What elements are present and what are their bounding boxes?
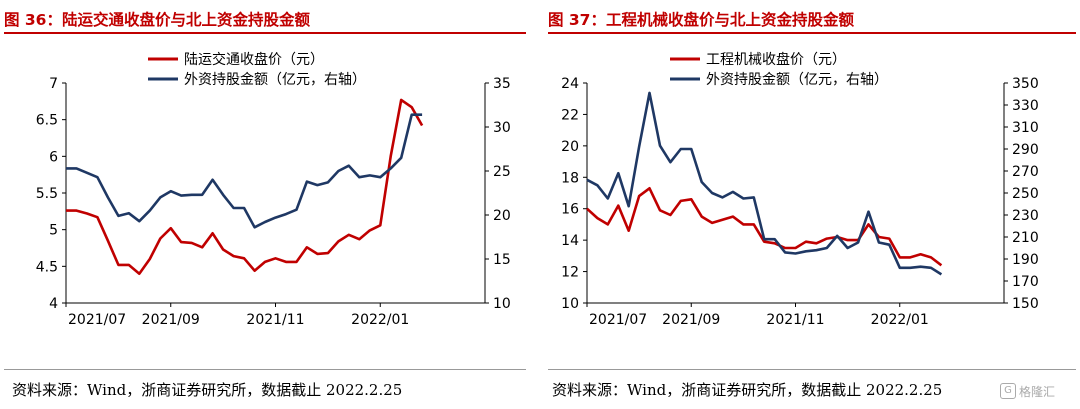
- chart-left: 4 4.5 5 5.5 6 6.5 7 10 15 20 25 30 35 2021/07 2021/09 2…: [36, 51, 511, 328]
- left-tick-label: 7: [49, 76, 58, 92]
- x-tick-label: 2021/07: [68, 312, 126, 328]
- holding-series-line: [66, 113, 423, 229]
- footer-rule-right: [548, 369, 1076, 370]
- watermark: G 格隆汇: [1000, 380, 1078, 402]
- price-series-line: [586, 187, 943, 267]
- right-tick-label: 230: [1012, 208, 1039, 224]
- legend-label: 外资持股金额（亿元，右轴）: [706, 72, 888, 88]
- right-tick-label: 290: [1012, 142, 1039, 158]
- left-tick-label: 5.5: [36, 186, 58, 202]
- left-tick-label: 6.5: [36, 113, 58, 129]
- x-tick-label: 2022/01: [351, 312, 409, 328]
- watermark-logo-icon: G: [1000, 383, 1016, 399]
- price-series-line: [66, 98, 424, 275]
- right-tick-label: 170: [1012, 274, 1039, 290]
- x-tick-label: 2021/07: [589, 312, 647, 328]
- right-tick-label: 210: [1012, 230, 1039, 246]
- x-tick-label: 2021/09: [142, 312, 200, 328]
- holding-series-line: [586, 91, 943, 276]
- right-tick-label: 250: [1012, 186, 1039, 202]
- legend-label: 陆运交通收盘价（元）: [184, 51, 324, 68]
- title-rule-left: [4, 32, 526, 34]
- right-tick-label: 35: [493, 76, 511, 92]
- footer-rule-left: [4, 369, 526, 370]
- left-tick-label: 4.5: [36, 259, 58, 275]
- left-tick-label: 4: [49, 296, 58, 312]
- right-tick-label: 330: [1012, 98, 1039, 114]
- left-tick-label: 14: [561, 233, 579, 249]
- watermark-text: 格隆汇: [1019, 384, 1056, 399]
- source-note-right: 资料来源：Wind，浙商证券研究所，数据截止 2022.2.25: [552, 381, 943, 399]
- right-tick-label: 15: [493, 252, 511, 268]
- right-tick-label: 350: [1012, 76, 1039, 92]
- chart-title-left: 图 36：陆运交通收盘价与北上资金持股金额: [4, 11, 310, 29]
- source-note-left: 资料来源：Wind，浙商证券研究所，数据截止 2022.2.25: [12, 381, 403, 399]
- right-tick-label: 270: [1012, 164, 1039, 180]
- left-tick-label: 18: [561, 170, 579, 186]
- legend-label: 工程机械收盘价（元）: [706, 51, 846, 68]
- legend-label: 外资持股金额（亿元，右轴）: [184, 72, 366, 88]
- x-tick-label: 2022/01: [871, 312, 929, 328]
- left-tick-label: 6: [49, 149, 58, 165]
- left-tick-label: 12: [561, 265, 579, 281]
- left-tick-label: 16: [561, 202, 579, 218]
- x-tick-label: 2021/09: [662, 312, 720, 328]
- left-tick-label: 24: [561, 76, 579, 92]
- left-tick-label: 10: [561, 296, 579, 312]
- right-tick-label: 10: [493, 296, 511, 312]
- x-tick-label: 2021/11: [766, 312, 824, 328]
- right-tick-label: 190: [1012, 252, 1039, 268]
- left-tick-label: 22: [561, 107, 579, 123]
- title-rule-right: [548, 32, 1076, 34]
- left-tick-label: 20: [561, 139, 579, 155]
- left-tick-label: 5: [49, 223, 58, 239]
- right-tick-label: 310: [1012, 120, 1039, 136]
- x-tick-label: 2021/11: [246, 312, 304, 328]
- right-tick-label: 150: [1012, 296, 1039, 312]
- right-tick-label: 30: [493, 120, 511, 136]
- right-tick-label: 20: [493, 208, 511, 224]
- chart-title-right: 图 37：工程机械收盘价与北上资金持股金额: [548, 11, 854, 29]
- right-tick-label: 25: [493, 164, 511, 180]
- chart-right: 10 12 14 16 18 20 22 24 150 170 190 210 230 250 270 290…: [561, 51, 1039, 328]
